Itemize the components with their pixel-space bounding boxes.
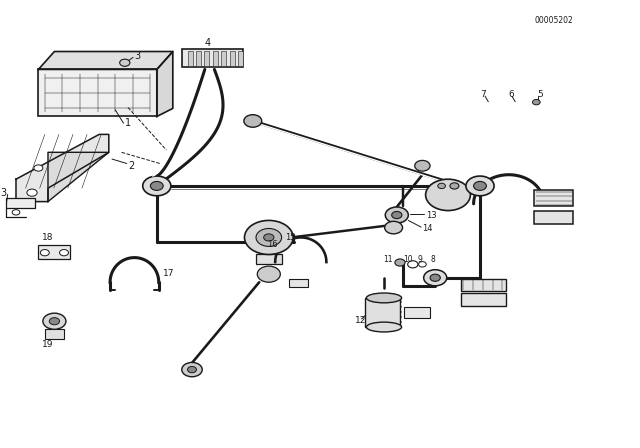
Text: 3: 3 [134, 51, 141, 61]
Polygon shape [48, 152, 109, 202]
Circle shape [385, 221, 403, 234]
Polygon shape [157, 52, 173, 116]
Polygon shape [38, 52, 173, 69]
Circle shape [408, 261, 418, 268]
Text: 8: 8 [431, 255, 435, 264]
Bar [212, 51, 218, 66]
Text: 6: 6 [509, 90, 515, 99]
Text: 2: 2 [128, 161, 134, 171]
Bar [38, 69, 157, 116]
Circle shape [264, 234, 274, 241]
Ellipse shape [366, 293, 402, 303]
Circle shape [419, 262, 426, 267]
Text: 5: 5 [538, 90, 543, 99]
Bar [256, 254, 282, 264]
Bar [204, 51, 209, 66]
Circle shape [27, 189, 37, 196]
Bar [188, 51, 193, 66]
Bar [230, 51, 235, 66]
Text: 7: 7 [480, 90, 486, 99]
Circle shape [150, 181, 163, 190]
Text: 19: 19 [42, 340, 54, 349]
Circle shape [244, 220, 293, 254]
Bar [221, 51, 227, 66]
Bar [404, 307, 430, 318]
Bar [182, 49, 243, 67]
Text: 18: 18 [42, 233, 54, 242]
Text: 15: 15 [285, 233, 295, 242]
Text: 11: 11 [383, 255, 392, 264]
Text: 3: 3 [1, 188, 7, 198]
Circle shape [34, 165, 43, 171]
Circle shape [143, 176, 171, 196]
Bar [45, 329, 64, 339]
Circle shape [415, 160, 430, 171]
Text: 9: 9 [417, 255, 422, 264]
Circle shape [182, 362, 202, 377]
Circle shape [257, 266, 280, 282]
Circle shape [532, 99, 540, 105]
Circle shape [438, 183, 445, 189]
Circle shape [395, 259, 405, 266]
Polygon shape [16, 134, 109, 202]
Circle shape [12, 210, 20, 215]
Bar [196, 51, 201, 66]
Circle shape [120, 59, 130, 66]
Circle shape [188, 366, 196, 373]
Circle shape [426, 179, 470, 211]
Text: 10: 10 [403, 255, 413, 264]
Text: 13: 13 [426, 211, 436, 220]
Circle shape [43, 313, 66, 329]
Text: 1: 1 [125, 118, 131, 128]
Circle shape [40, 250, 49, 256]
Bar [38, 245, 70, 259]
Text: 4: 4 [205, 38, 211, 47]
Bar [289, 279, 308, 287]
Bar [534, 211, 573, 224]
Circle shape [474, 181, 486, 190]
Text: 17: 17 [163, 269, 175, 278]
Bar [238, 51, 243, 66]
Circle shape [49, 318, 60, 325]
Text: 00005202: 00005202 [534, 16, 573, 25]
Circle shape [244, 115, 262, 127]
Circle shape [424, 270, 447, 286]
Circle shape [385, 207, 408, 223]
Bar [461, 279, 506, 291]
Bar [6, 198, 35, 208]
Ellipse shape [366, 322, 402, 332]
Circle shape [450, 183, 459, 189]
Bar [534, 190, 573, 206]
Circle shape [466, 176, 494, 196]
Bar [461, 293, 506, 306]
Text: 14: 14 [422, 224, 433, 233]
Circle shape [430, 274, 440, 281]
Text: 12: 12 [355, 316, 367, 325]
Circle shape [60, 250, 68, 256]
Bar [365, 298, 400, 327]
Text: 16: 16 [268, 240, 278, 249]
Circle shape [392, 211, 402, 219]
Circle shape [256, 228, 282, 246]
